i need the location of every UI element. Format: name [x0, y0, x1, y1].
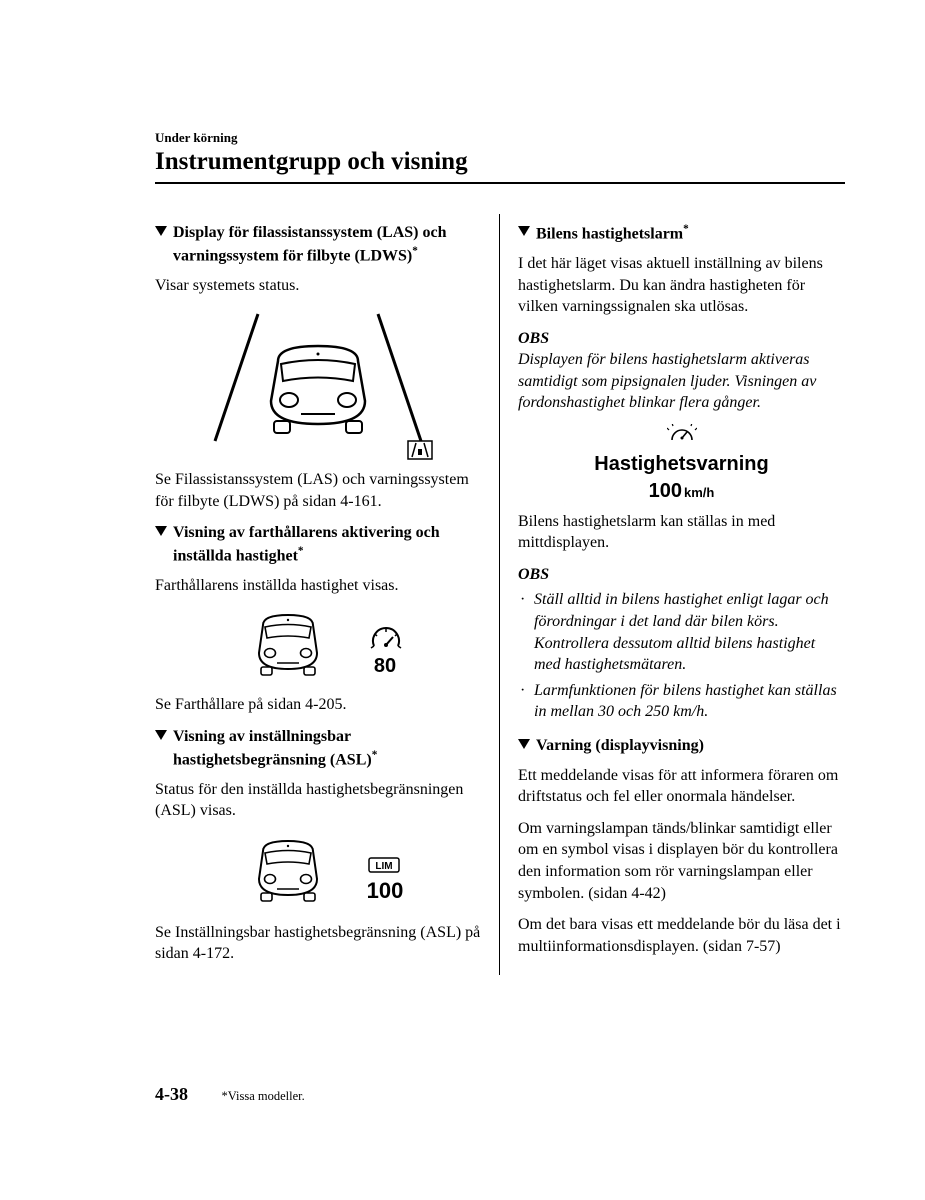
lane-small-icon — [408, 441, 432, 459]
section-heading-las-ldws: Display för filassistanssystem (LAS) och… — [155, 222, 481, 267]
triangle-icon — [155, 526, 167, 538]
triangle-icon — [518, 226, 530, 238]
body-text: Status för den inställda hastighetsbegrä… — [155, 779, 481, 822]
speedometer-icon — [371, 628, 401, 648]
body-text: Visar systemets status. — [155, 275, 481, 297]
figure-cruise: 80 — [155, 606, 481, 686]
heading-text: Visning av inställningsbar hastighetsbeg… — [173, 728, 372, 768]
heading-text: Varning (displayvisning) — [536, 735, 845, 757]
speedometer-alert-icon — [518, 424, 845, 451]
body-text: Om det bara visas ett meddelande bör du … — [518, 914, 845, 957]
asterisk: * — [298, 545, 304, 557]
page: Under körning Instrumentgrupp och visnin… — [0, 0, 925, 975]
ref-text: Se Farthållare på sidan 4-205. — [155, 694, 481, 716]
figure-speed-warning: Hastighetsvarning 100km/h — [518, 424, 845, 505]
columns: Display för filassistanssystem (LAS) och… — [155, 214, 845, 975]
body-text: Bilens hastighetslarm kan ställas in med… — [518, 511, 845, 554]
speed-warning-unit: km/h — [684, 485, 714, 500]
section-heading-speedalarm: Bilens hastighetslarm* — [518, 222, 845, 245]
lim-badge-icon: LIM — [369, 858, 399, 872]
section-heading-warning: Varning (displayvisning) — [518, 735, 845, 757]
obs-list: Ställ alltid in bilens hastighet enligt … — [518, 589, 845, 723]
car-front-small-icon — [259, 841, 317, 901]
figure-lane-assist — [155, 306, 481, 461]
obs-list-item: Larmfunktionen för bilens hastighet kan … — [530, 680, 845, 723]
page-number: 4-38 — [155, 1084, 188, 1104]
body-text: Om varningslampan tänds/blinkar samtidig… — [518, 818, 845, 904]
obs-list-item: Ställ alltid in bilens hastighet enligt … — [530, 589, 845, 675]
body-text: Ett meddelande visas för att informera f… — [518, 765, 845, 808]
car-front-icon — [271, 346, 365, 433]
obs-label: OBS — [518, 328, 845, 350]
lim-label: LIM — [375, 861, 392, 872]
ref-text: Se Filassistanssystem (LAS) och varnings… — [155, 469, 481, 512]
asterisk: * — [683, 223, 689, 235]
asterisk: * — [412, 245, 418, 257]
asterisk: * — [372, 749, 378, 761]
speed-warning-value: 100 — [649, 480, 682, 502]
heading-text: Display för filassistanssystem (LAS) och… — [173, 224, 447, 264]
asl-value: 100 — [367, 878, 404, 903]
heading-text: Visning av farthållarens aktivering och … — [173, 524, 440, 564]
section-heading-asl: Visning av inställningsbar hastighetsbeg… — [155, 726, 481, 771]
triangle-icon — [155, 730, 167, 742]
speed-warning-title: Hastighetsvarning — [518, 451, 845, 478]
cruise-value: 80 — [374, 655, 396, 677]
heading-text: Bilens hastighetslarm — [536, 225, 683, 242]
triangle-icon — [518, 739, 530, 751]
footer: 4-38 *Vissa modeller. — [155, 1084, 305, 1105]
triangle-icon — [155, 226, 167, 238]
body-text: I det här läget visas aktuell inställnin… — [518, 253, 845, 318]
body-text: Farthållarens inställda hastighet visas. — [155, 575, 481, 597]
header-rule — [155, 182, 845, 184]
car-front-small-icon — [259, 615, 317, 675]
footnote: *Vissa modeller. — [222, 1089, 305, 1103]
obs-body: Displayen för bilens hastighetslarm akti… — [518, 349, 845, 414]
chapter-title: Instrumentgrupp och visning — [155, 148, 845, 176]
chapter-small: Under körning — [155, 130, 845, 146]
right-column: Bilens hastighetslarm* I det här läget v… — [500, 214, 845, 975]
left-column: Display för filassistanssystem (LAS) och… — [155, 214, 500, 975]
figure-asl: LIM 100 — [155, 832, 481, 914]
obs-label: OBS — [518, 564, 845, 586]
ref-text: Se Inställningsbar hastighetsbegränsning… — [155, 922, 481, 965]
section-heading-cruise: Visning av farthållarens aktivering och … — [155, 522, 481, 567]
